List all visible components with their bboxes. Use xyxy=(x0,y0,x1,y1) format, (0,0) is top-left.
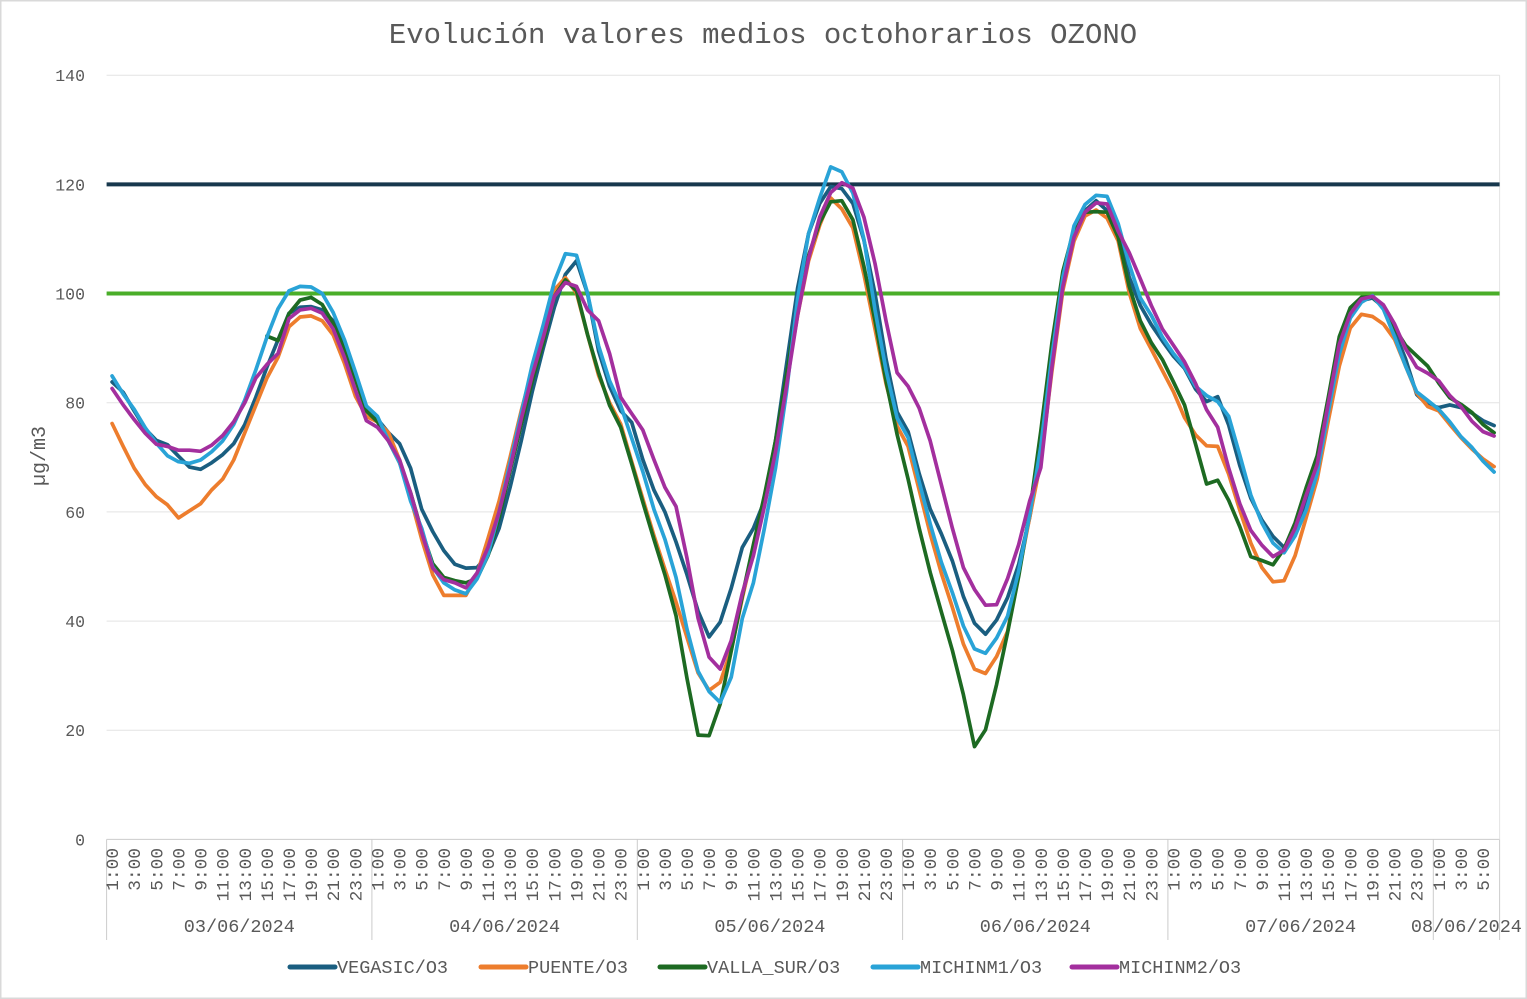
svg-text:1:00: 1:00 xyxy=(104,848,124,891)
svg-text:13:00: 13:00 xyxy=(502,848,522,901)
svg-text:05/06/2024: 05/06/2024 xyxy=(714,917,825,938)
svg-text:VALLA_SUR/O3: VALLA_SUR/O3 xyxy=(707,958,840,979)
svg-text:13:00: 13:00 xyxy=(1033,848,1053,901)
svg-text:7:00: 7:00 xyxy=(1232,848,1252,891)
svg-text:40: 40 xyxy=(65,613,85,632)
svg-text:0: 0 xyxy=(75,831,85,850)
svg-text:15:00: 15:00 xyxy=(259,848,279,901)
svg-text:21:00: 21:00 xyxy=(591,848,611,901)
svg-text:17:00: 17:00 xyxy=(812,848,832,901)
svg-text:7:00: 7:00 xyxy=(967,848,987,891)
svg-text:3:00: 3:00 xyxy=(1453,848,1473,891)
svg-text:17:00: 17:00 xyxy=(546,848,566,901)
svg-text:13:00: 13:00 xyxy=(237,848,257,901)
svg-text:11:00: 11:00 xyxy=(745,848,765,901)
svg-text:9:00: 9:00 xyxy=(723,848,743,891)
svg-text:23:00: 23:00 xyxy=(878,848,898,901)
svg-text:140: 140 xyxy=(55,67,85,86)
svg-text:3:00: 3:00 xyxy=(126,848,146,891)
svg-text:120: 120 xyxy=(55,176,85,195)
svg-text:23:00: 23:00 xyxy=(613,848,633,901)
svg-text:23:00: 23:00 xyxy=(1143,848,1163,901)
svg-text:7:00: 7:00 xyxy=(171,848,191,891)
svg-text:3:00: 3:00 xyxy=(657,848,677,891)
svg-text:13:00: 13:00 xyxy=(768,848,788,901)
svg-text:13:00: 13:00 xyxy=(1298,848,1318,901)
svg-text:23:00: 23:00 xyxy=(347,848,367,901)
svg-text:1:00: 1:00 xyxy=(900,848,920,891)
svg-text:1:00: 1:00 xyxy=(370,848,390,891)
svg-text:20: 20 xyxy=(65,722,85,741)
svg-text:23:00: 23:00 xyxy=(1409,848,1429,901)
svg-text:06/06/2024: 06/06/2024 xyxy=(980,917,1091,938)
svg-text:1:00: 1:00 xyxy=(635,848,655,891)
svg-text:60: 60 xyxy=(65,504,85,523)
svg-text:19:00: 19:00 xyxy=(303,848,323,901)
svg-text:5:00: 5:00 xyxy=(414,848,434,891)
svg-text:5:00: 5:00 xyxy=(1210,848,1230,891)
svg-text:15:00: 15:00 xyxy=(524,848,544,901)
svg-text:5:00: 5:00 xyxy=(1475,848,1495,891)
svg-text:3:00: 3:00 xyxy=(1188,848,1208,891)
svg-text:21:00: 21:00 xyxy=(1387,848,1407,901)
svg-text:19:00: 19:00 xyxy=(1099,848,1119,901)
svg-text:21:00: 21:00 xyxy=(325,848,345,901)
svg-text:VEGASIC/O3: VEGASIC/O3 xyxy=(337,958,448,979)
svg-text:15:00: 15:00 xyxy=(1055,848,1075,901)
svg-text:9:00: 9:00 xyxy=(193,848,213,891)
svg-text:7:00: 7:00 xyxy=(436,848,456,891)
svg-text:5:00: 5:00 xyxy=(148,848,168,891)
svg-text:80: 80 xyxy=(65,395,85,414)
svg-text:100: 100 xyxy=(55,286,85,305)
svg-text:21:00: 21:00 xyxy=(856,848,876,901)
svg-text:17:00: 17:00 xyxy=(281,848,301,901)
svg-text:11:00: 11:00 xyxy=(1011,848,1031,901)
svg-text:04/06/2024: 04/06/2024 xyxy=(449,917,560,938)
svg-text:9:00: 9:00 xyxy=(458,848,478,891)
svg-text:PUENTE/O3: PUENTE/O3 xyxy=(528,958,628,979)
svg-text:MICHINM2/O3: MICHINM2/O3 xyxy=(1119,958,1241,979)
svg-text:17:00: 17:00 xyxy=(1077,848,1097,901)
svg-text:08/06/2024: 08/06/2024 xyxy=(1411,917,1522,938)
svg-text:MICHINM1/O3: MICHINM1/O3 xyxy=(920,958,1042,979)
svg-text:19:00: 19:00 xyxy=(569,848,589,901)
svg-text:11:00: 11:00 xyxy=(480,848,500,901)
svg-text:07/06/2024: 07/06/2024 xyxy=(1245,917,1356,938)
svg-text:9:00: 9:00 xyxy=(1254,848,1274,891)
svg-text:17:00: 17:00 xyxy=(1342,848,1362,901)
svg-text:19:00: 19:00 xyxy=(834,848,854,901)
svg-text:1:00: 1:00 xyxy=(1431,848,1451,891)
svg-text:15:00: 15:00 xyxy=(1320,848,1340,901)
svg-text:21:00: 21:00 xyxy=(1121,848,1141,901)
svg-text:03/06/2024: 03/06/2024 xyxy=(184,917,295,938)
svg-text:11:00: 11:00 xyxy=(215,848,235,901)
svg-text:7:00: 7:00 xyxy=(701,848,721,891)
svg-text:11:00: 11:00 xyxy=(1276,848,1296,901)
svg-text:3:00: 3:00 xyxy=(922,848,942,891)
svg-text:15:00: 15:00 xyxy=(790,848,810,901)
svg-text:19:00: 19:00 xyxy=(1365,848,1385,901)
svg-text:5:00: 5:00 xyxy=(679,848,699,891)
svg-text:Evolución valores medios octoh: Evolución valores medios octohorarios OZ… xyxy=(389,19,1137,52)
svg-text:5:00: 5:00 xyxy=(944,848,964,891)
svg-text:3:00: 3:00 xyxy=(392,848,412,891)
svg-text:9:00: 9:00 xyxy=(989,848,1009,891)
svg-text:µg/m3: µg/m3 xyxy=(29,426,52,486)
svg-text:1:00: 1:00 xyxy=(1166,848,1186,891)
